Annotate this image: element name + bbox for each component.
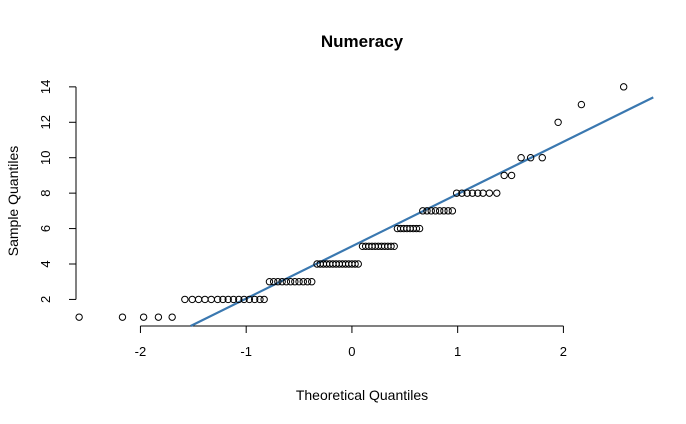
data-point	[468, 189, 477, 197]
data-point	[351, 260, 359, 268]
data-point	[390, 242, 398, 250]
data-point	[577, 100, 586, 109]
y-tick-label: 14	[38, 80, 53, 94]
data-point	[207, 295, 215, 304]
data-point	[440, 207, 448, 215]
data-point	[278, 278, 286, 286]
data-point	[500, 171, 508, 180]
y-axis: 2 4 6 8 10 12 14	[38, 80, 77, 303]
y-tick-label: 12	[38, 115, 53, 129]
reference-line-group	[190, 96, 654, 327]
data-point	[181, 295, 189, 304]
points-group	[75, 83, 628, 321]
data-point	[463, 189, 471, 197]
data-point	[188, 295, 196, 304]
data-point	[517, 154, 525, 162]
x-axis: -2 -1 0 1 2	[135, 325, 567, 359]
data-point	[458, 189, 466, 197]
x-tick-label: 1	[454, 344, 461, 359]
data-point	[303, 278, 312, 286]
data-point	[415, 224, 424, 233]
reference-line	[190, 96, 654, 327]
data-point	[229, 295, 238, 304]
data-point	[435, 207, 444, 215]
data-point	[282, 278, 291, 286]
x-tick-label: 0	[348, 344, 355, 359]
data-point	[474, 189, 482, 197]
data-point	[118, 313, 127, 321]
x-tick-label: -1	[240, 344, 252, 359]
data-point	[250, 295, 259, 304]
data-point	[452, 189, 461, 197]
data-point	[291, 278, 299, 286]
data-point	[299, 278, 307, 286]
data-point	[274, 278, 282, 286]
data-point	[286, 278, 295, 286]
data-point	[235, 295, 243, 304]
data-point	[213, 295, 222, 304]
data-point	[507, 171, 516, 180]
data-point	[154, 313, 163, 321]
y-axis-label: Sample Quantiles	[5, 146, 21, 257]
y-tick-label: 4	[38, 260, 53, 267]
data-point	[538, 154, 546, 162]
data-point	[269, 278, 278, 286]
data-point	[554, 118, 562, 126]
data-point	[265, 278, 274, 286]
y-tick-label: 10	[38, 150, 53, 164]
data-point	[224, 295, 232, 304]
y-tick-label: 6	[38, 225, 53, 232]
data-point	[194, 295, 203, 304]
data-point	[427, 207, 435, 215]
y-tick-label: 2	[38, 296, 53, 303]
data-point	[493, 189, 501, 197]
data-point	[201, 295, 209, 304]
data-point	[139, 313, 148, 321]
data-point	[240, 295, 248, 304]
data-point	[75, 313, 83, 321]
data-point	[256, 295, 264, 304]
chart-title: Numeracy	[321, 32, 404, 51]
data-point	[431, 207, 440, 215]
data-point	[423, 207, 431, 215]
data-point	[168, 313, 176, 321]
y-tick-label: 8	[38, 190, 53, 197]
data-point	[260, 295, 268, 304]
data-point	[485, 189, 494, 197]
data-point	[448, 207, 457, 215]
data-point	[526, 154, 535, 162]
data-point	[412, 224, 421, 233]
data-point	[308, 278, 316, 286]
data-point	[295, 278, 303, 286]
data-point	[219, 295, 227, 304]
data-point	[354, 260, 362, 268]
data-point	[245, 295, 254, 304]
data-point	[444, 207, 452, 215]
x-tick-label: -2	[135, 344, 147, 359]
x-tick-label: 2	[560, 344, 567, 359]
data-point	[419, 207, 427, 215]
data-point	[619, 83, 628, 91]
x-axis-label: Theoretical Quantiles	[296, 387, 428, 403]
data-point	[387, 242, 395, 250]
